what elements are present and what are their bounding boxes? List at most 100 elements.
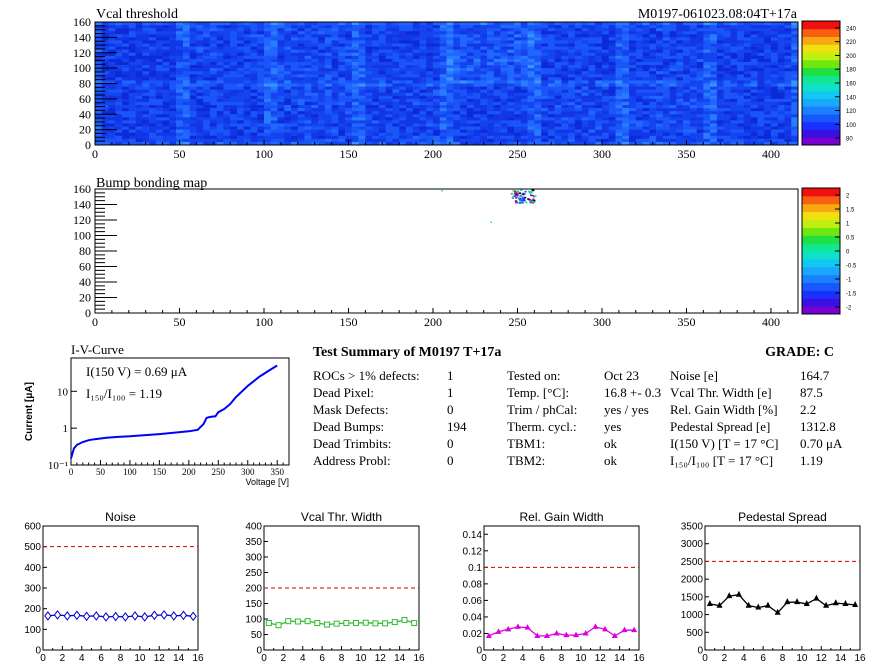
vcal-pixel-cell [351, 80, 359, 84]
vcal-pixel-cell [284, 89, 292, 94]
vcal-pixel-cell [311, 138, 319, 143]
vcal-pixel-cell [439, 77, 447, 81]
vcal-pixel-cell [689, 25, 697, 29]
vcal-pixel-cell [743, 138, 751, 143]
vcal-pixel-cell [182, 52, 190, 57]
vcal-pixel-cell [257, 61, 265, 66]
vcal-pixel-cell [649, 86, 657, 90]
vcal-pixel-cell [122, 52, 130, 57]
vcal-pixel-cell [243, 123, 251, 127]
vcal-pixel-cell [473, 114, 481, 118]
vcal-pixel-cell [277, 138, 285, 143]
vcal-pixel-cell [520, 49, 528, 54]
vcal-pixel-cell [750, 114, 758, 118]
vcal-pixel-cell [629, 46, 637, 50]
vcal-pixel-cell [716, 34, 724, 38]
vcal-pixel-cell [236, 117, 245, 121]
vcal-pixel-cell [595, 92, 603, 97]
vcal-pixel-cell [392, 61, 400, 66]
vcal-pixel-cell [263, 98, 272, 103]
vcal-pixel-cell [446, 117, 454, 121]
vcal-pixel-cell [696, 25, 704, 29]
vcal-pixel-cell [460, 40, 468, 44]
vcal-pixel-cell [345, 65, 353, 69]
vcal-pixel-cell [770, 61, 779, 66]
vcal-pixel-cell [162, 28, 170, 32]
vcal-pixel-cell [250, 28, 258, 32]
vcal-pixel-cell [351, 111, 359, 115]
vcal-pixel-cell [392, 126, 400, 130]
vcal-pixel-cell [108, 46, 116, 50]
vcal-pixel-cell [453, 111, 461, 115]
vcal-pixel-cell [487, 31, 495, 35]
vcal-pixel-cell [757, 25, 765, 29]
vcal-pixel-cell [263, 65, 272, 69]
vcal-pixel-cell [737, 129, 745, 134]
vcal-pixel-cell [716, 80, 724, 84]
vcal-pixel-cell [277, 111, 285, 115]
vcal-pixel-cell [291, 129, 299, 134]
vcal-pixel-cell [236, 37, 245, 41]
vcal-pixel-cell [189, 37, 197, 41]
vcal-pixel-cell [568, 34, 576, 38]
vcal-pixel-cell [608, 25, 616, 29]
vcal-pixel-cell [466, 132, 474, 137]
vcal-pixel-cell [730, 101, 738, 106]
vcal-pixel-cell [257, 65, 265, 69]
vcal-pixel-cell [662, 105, 670, 109]
vcal-pixel-cell [196, 22, 204, 26]
vcal-pixel-cell [419, 120, 427, 124]
vcal-pixel-cell [561, 58, 569, 63]
data-point [401, 616, 408, 623]
vcal-pixel-cell [365, 129, 373, 134]
vcal-pixel-cell [182, 37, 190, 41]
vcal-pixel-cell [446, 80, 454, 84]
vcal-pixel-cell [257, 105, 265, 109]
vcal-pixel-cell [196, 123, 204, 127]
vcal-pixel-cell [378, 77, 386, 81]
vcal-pixel-cell [737, 138, 745, 143]
vcal-pixel-cell [169, 34, 177, 38]
vcal-pixel-cell [115, 22, 123, 26]
vcal-pixel-cell [480, 46, 488, 50]
vcal-pixel-cell [750, 138, 758, 143]
vcal-pixel-cell [493, 86, 501, 90]
vcal-pixel-cell [649, 55, 657, 60]
x-tick-label: 0 [40, 653, 46, 664]
x-tick-label: 2 [501, 653, 507, 664]
vcal-pixel-cell [101, 52, 109, 57]
vcal-pixel-cell [622, 86, 630, 90]
vcal-pixel-cell [426, 126, 434, 130]
vcal-pixel-cell [784, 58, 792, 63]
vcal-pixel-cell [203, 117, 211, 121]
vcal-pixel-cell [284, 123, 292, 127]
vcal-pixel-cell [155, 80, 163, 84]
data-point [611, 632, 618, 638]
vcal-pixel-cell [534, 68, 542, 72]
vcal-pixel-cell [527, 86, 535, 90]
vcal-pixel-cell [365, 68, 373, 72]
vcal-pixel-cell [750, 65, 758, 69]
vcal-pixel-cell [338, 126, 346, 130]
vcal-pixel-cell [101, 49, 109, 54]
vcal-pixel-cell [784, 61, 792, 66]
vcal-pixel-cell [378, 117, 386, 121]
vcal-pixel-cell [385, 25, 393, 29]
y-tick-label: 150 [245, 599, 262, 610]
vcal-pixel-cell [385, 28, 393, 32]
vcal-pixel-cell [392, 95, 400, 100]
vcal-pixel-cell [581, 52, 589, 57]
vcal-pixel-cell [162, 92, 170, 97]
x-tick-label: 16 [192, 653, 204, 664]
vcal-pixel-cell [209, 58, 217, 63]
vcal-pixel-cell [676, 123, 684, 127]
vcal-pixel-cell [710, 132, 718, 137]
vcal-pixel-cell [683, 28, 691, 32]
vcal-pixel-cell [230, 61, 238, 66]
vcal-pixel-cell [601, 71, 610, 75]
vcal-pixel-cell [466, 80, 474, 84]
vcal-pixel-cell [493, 89, 501, 94]
summary-value: 1312.8 [800, 419, 836, 434]
vcal-pixel-cell [547, 61, 555, 66]
vcal-pixel-cell [101, 83, 109, 87]
